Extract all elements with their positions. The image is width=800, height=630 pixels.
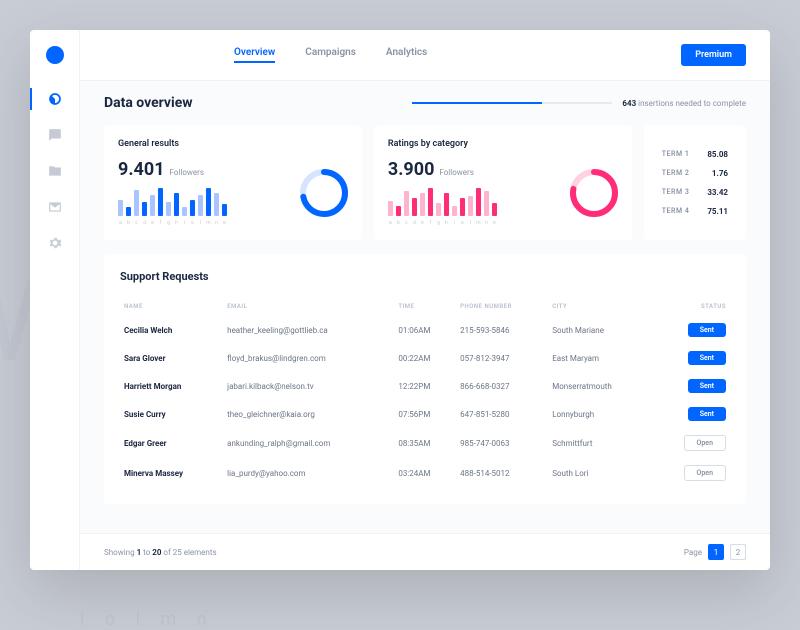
- tab-analytics[interactable]: Analytics: [386, 47, 427, 63]
- status-badge[interactable]: Open: [684, 465, 726, 481]
- nav-folder-icon[interactable]: [48, 164, 62, 178]
- support-table: NAMEEMAILTIMEPHONE NUMBERCITYSTATUS Ceci…: [120, 297, 730, 488]
- sidebar: [30, 30, 80, 570]
- tabs: Overview Campaigns Analytics: [234, 47, 427, 63]
- term-row: TERM 185.08: [662, 150, 728, 159]
- table-row: Susie Currytheo_gleichner@kaia.org07:56P…: [120, 400, 730, 428]
- tab-overview[interactable]: Overview: [234, 47, 275, 63]
- progress: 643 insertions needed to complete: [412, 99, 746, 108]
- general-donut: [300, 169, 348, 217]
- pager: Page 1 2: [684, 544, 746, 560]
- general-results-card: General results 9.401Followers abcdefghi…: [104, 125, 362, 240]
- terms-card: TERM 185.08 TERM 21.76 TERM 333.42 TERM 475…: [644, 125, 746, 240]
- status-badge[interactable]: Sent: [688, 379, 726, 393]
- nav-gear-icon[interactable]: [48, 236, 62, 250]
- status-badge[interactable]: Sent: [688, 323, 726, 337]
- ratings-bars: [388, 188, 556, 216]
- footer-text: Showing 1 to 20 of 25 elements: [104, 548, 217, 557]
- nav-mail-icon[interactable]: [48, 200, 62, 214]
- content: Data overview 643 insertions needed to c…: [80, 81, 770, 533]
- app-window: Overview Campaigns Analytics Premium Data …: [30, 30, 770, 570]
- footer: Showing 1 to 20 of 25 elements Page 1 2: [80, 533, 770, 570]
- nav-chat-icon[interactable]: [48, 128, 62, 142]
- premium-button[interactable]: Premium: [681, 44, 746, 66]
- logo[interactable]: [46, 46, 64, 64]
- page-next[interactable]: 2: [730, 544, 746, 560]
- table-row: Harriett Morganjabari.kilback@nelson.tv1…: [120, 372, 730, 400]
- page-title: Data overview: [104, 95, 193, 111]
- ratings-card: Ratings by category 3.900Followers abcde…: [374, 125, 632, 240]
- table-row: Edgar Greerankunding_ralph@gmail.com08:3…: [120, 428, 730, 458]
- term-row: TERM 21.76: [662, 169, 728, 178]
- table-row: Sara Gloverfloyd_brakus@lindgren.com00:2…: [120, 344, 730, 372]
- tab-campaigns[interactable]: Campaigns: [305, 47, 356, 63]
- status-badge[interactable]: Sent: [688, 407, 726, 421]
- ratings-donut: [570, 169, 618, 217]
- page-current[interactable]: 1: [708, 544, 724, 560]
- table-row: Minerva Masseylia_purdy@yahoo.com03:24AM…: [120, 458, 730, 488]
- general-bars: [118, 188, 286, 216]
- header: Overview Campaigns Analytics Premium: [80, 30, 770, 81]
- nav-dashboard-icon[interactable]: [48, 92, 62, 106]
- status-badge[interactable]: Sent: [688, 351, 726, 365]
- support-table-card: Support Requests NAMEEMAILTIMEPHONE NUMB…: [104, 254, 746, 504]
- term-row: TERM 333.42: [662, 188, 728, 197]
- progress-bar: [412, 102, 612, 104]
- main: Overview Campaigns Analytics Premium Data …: [80, 30, 770, 570]
- term-row: TERM 475.11: [662, 207, 728, 216]
- status-badge[interactable]: Open: [684, 435, 726, 451]
- table-row: Cecilia Welchheather_keeling@gottlieb.ca…: [120, 316, 730, 344]
